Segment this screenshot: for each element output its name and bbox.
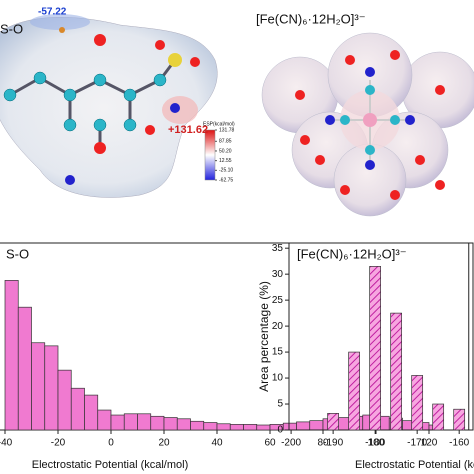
bar bbox=[190, 420, 205, 431]
max-label: +131.62 bbox=[168, 124, 208, 136]
x-tick-label: -200 bbox=[281, 438, 301, 449]
x-tick-label: 0 bbox=[108, 438, 114, 449]
bar bbox=[216, 423, 231, 431]
colorbar-tick-label: -25.10 bbox=[219, 168, 233, 174]
y-tick-label: 15 bbox=[272, 347, 284, 358]
plot-frame bbox=[288, 242, 474, 431]
x-tick-label: 120 bbox=[421, 438, 438, 449]
x-tick-label: -160 bbox=[449, 438, 469, 449]
bar bbox=[137, 413, 152, 431]
chart-title: S-O bbox=[6, 246, 29, 261]
x-tick-label: 60 bbox=[264, 438, 276, 449]
colorbar-tick-label: 50.20 bbox=[219, 148, 232, 154]
colorbar-tick-label: 12.55 bbox=[219, 158, 232, 164]
cluster-right bbox=[261, 32, 474, 217]
bar bbox=[123, 413, 138, 431]
colorbar-tick-label: 131.78 bbox=[219, 127, 235, 133]
y-tick-label: 0 bbox=[277, 425, 283, 436]
bar bbox=[243, 424, 258, 431]
min-label: -57.22 bbox=[38, 7, 67, 18]
bar bbox=[70, 387, 85, 431]
x-tick-label: -170 bbox=[407, 438, 427, 449]
x-tick-label: 80 bbox=[317, 438, 329, 449]
y-tick-label: 20 bbox=[272, 321, 284, 332]
bar bbox=[411, 375, 424, 431]
y-tick-label: 35 bbox=[272, 243, 284, 254]
bar bbox=[97, 409, 112, 431]
bar bbox=[229, 424, 244, 431]
bar bbox=[150, 415, 165, 431]
bar bbox=[84, 394, 99, 431]
y-axis-label: Area percentage (%) bbox=[257, 281, 271, 392]
bar bbox=[390, 312, 403, 431]
x-axis-label: Electrostatic Potential (kcal/mol) bbox=[32, 459, 189, 471]
x-tick-label: 100 bbox=[368, 438, 385, 449]
y-tick-label: 10 bbox=[272, 373, 284, 384]
bar bbox=[453, 408, 466, 431]
bar bbox=[163, 417, 178, 431]
bar bbox=[4, 280, 19, 431]
y-tick-label: 25 bbox=[272, 295, 284, 306]
colorbar-title: ESP(kcal/mol) bbox=[203, 121, 235, 127]
x-tick-label: -190 bbox=[323, 438, 343, 449]
colorbar-tick-label: -62.75 bbox=[219, 177, 233, 183]
x-tick-label: 20 bbox=[158, 438, 170, 449]
panel-title: S-O bbox=[0, 21, 23, 36]
y-tick-label: 30 bbox=[272, 269, 284, 280]
bar bbox=[176, 418, 191, 431]
bar bbox=[327, 413, 339, 431]
bar bbox=[369, 266, 381, 431]
y-tick-label: 5 bbox=[277, 399, 283, 410]
bar bbox=[348, 351, 360, 431]
molecule-left bbox=[0, 14, 218, 198]
bar bbox=[296, 421, 311, 431]
bar bbox=[44, 345, 59, 431]
chart-title: [Fe(CN)₆·12H₂O]³⁻ bbox=[297, 246, 407, 261]
colorbar-tick-label: 87.85 bbox=[219, 139, 232, 145]
bar bbox=[17, 306, 32, 431]
bar bbox=[203, 422, 218, 431]
bar bbox=[256, 424, 271, 431]
bar bbox=[110, 414, 125, 431]
bar bbox=[282, 422, 297, 431]
x-tick-label: 40 bbox=[211, 438, 223, 449]
x-tick-label: -20 bbox=[51, 438, 66, 449]
x-axis-label: Electrostatic Potential (kcal/mol) bbox=[355, 459, 474, 471]
panel-title: [Fe(CN)₆·12H₂O]³⁻ bbox=[256, 11, 366, 26]
x-tick-label: -180 bbox=[365, 438, 385, 449]
x-tick-label: -40 bbox=[0, 438, 13, 449]
bar bbox=[31, 342, 46, 431]
bar bbox=[309, 420, 324, 431]
bar bbox=[432, 403, 445, 431]
bar bbox=[57, 369, 72, 431]
colorbar bbox=[204, 129, 216, 181]
